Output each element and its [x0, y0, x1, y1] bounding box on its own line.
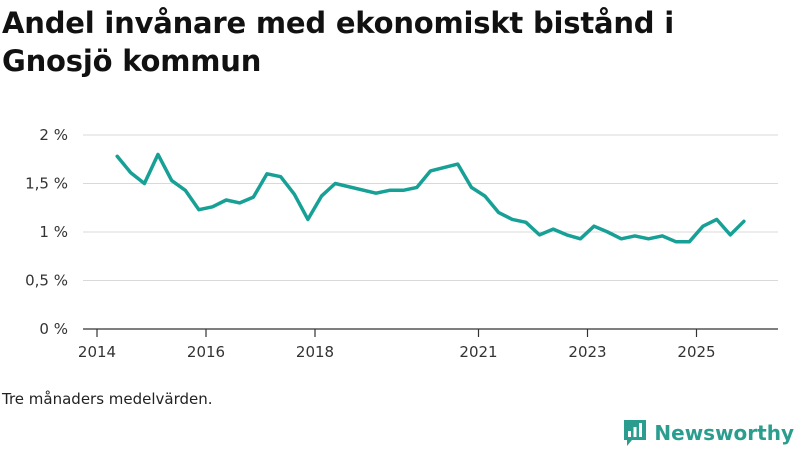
brand-name: Newsworthy — [654, 421, 794, 445]
footnote: Tre månaders medelvärden. — [2, 390, 213, 408]
grid-layer — [83, 134, 778, 281]
x-tick-label: 2023 — [568, 343, 606, 361]
brand-logo[interactable]: Newsworthy — [622, 418, 794, 448]
x-tick-label: 2016 — [187, 343, 225, 361]
newsworthy-logo-icon — [624, 420, 647, 446]
x-tick-label: 2021 — [459, 343, 497, 361]
y-axis-ticks: 0 % 0,5 % 1 % 1,5 % 2 % — [25, 126, 68, 338]
y-tick-label: 0 % — [39, 320, 68, 338]
y-tick-label: 1 % — [39, 223, 68, 241]
y-tick-label: 2 % — [39, 126, 68, 144]
x-axis-ticks: 2014 2016 2018 2021 2023 2025 — [78, 329, 716, 361]
chart-title: Andel invånare med ekonomiskt bistånd i … — [2, 6, 675, 78]
y-tick-label: 0,5 % — [25, 272, 68, 290]
x-tick-label: 2018 — [296, 343, 334, 361]
series-line — [115, 152, 746, 244]
y-tick-label: 1,5 % — [25, 175, 68, 193]
x-tick-label: 2014 — [78, 343, 116, 361]
x-tick-label: 2025 — [677, 343, 715, 361]
